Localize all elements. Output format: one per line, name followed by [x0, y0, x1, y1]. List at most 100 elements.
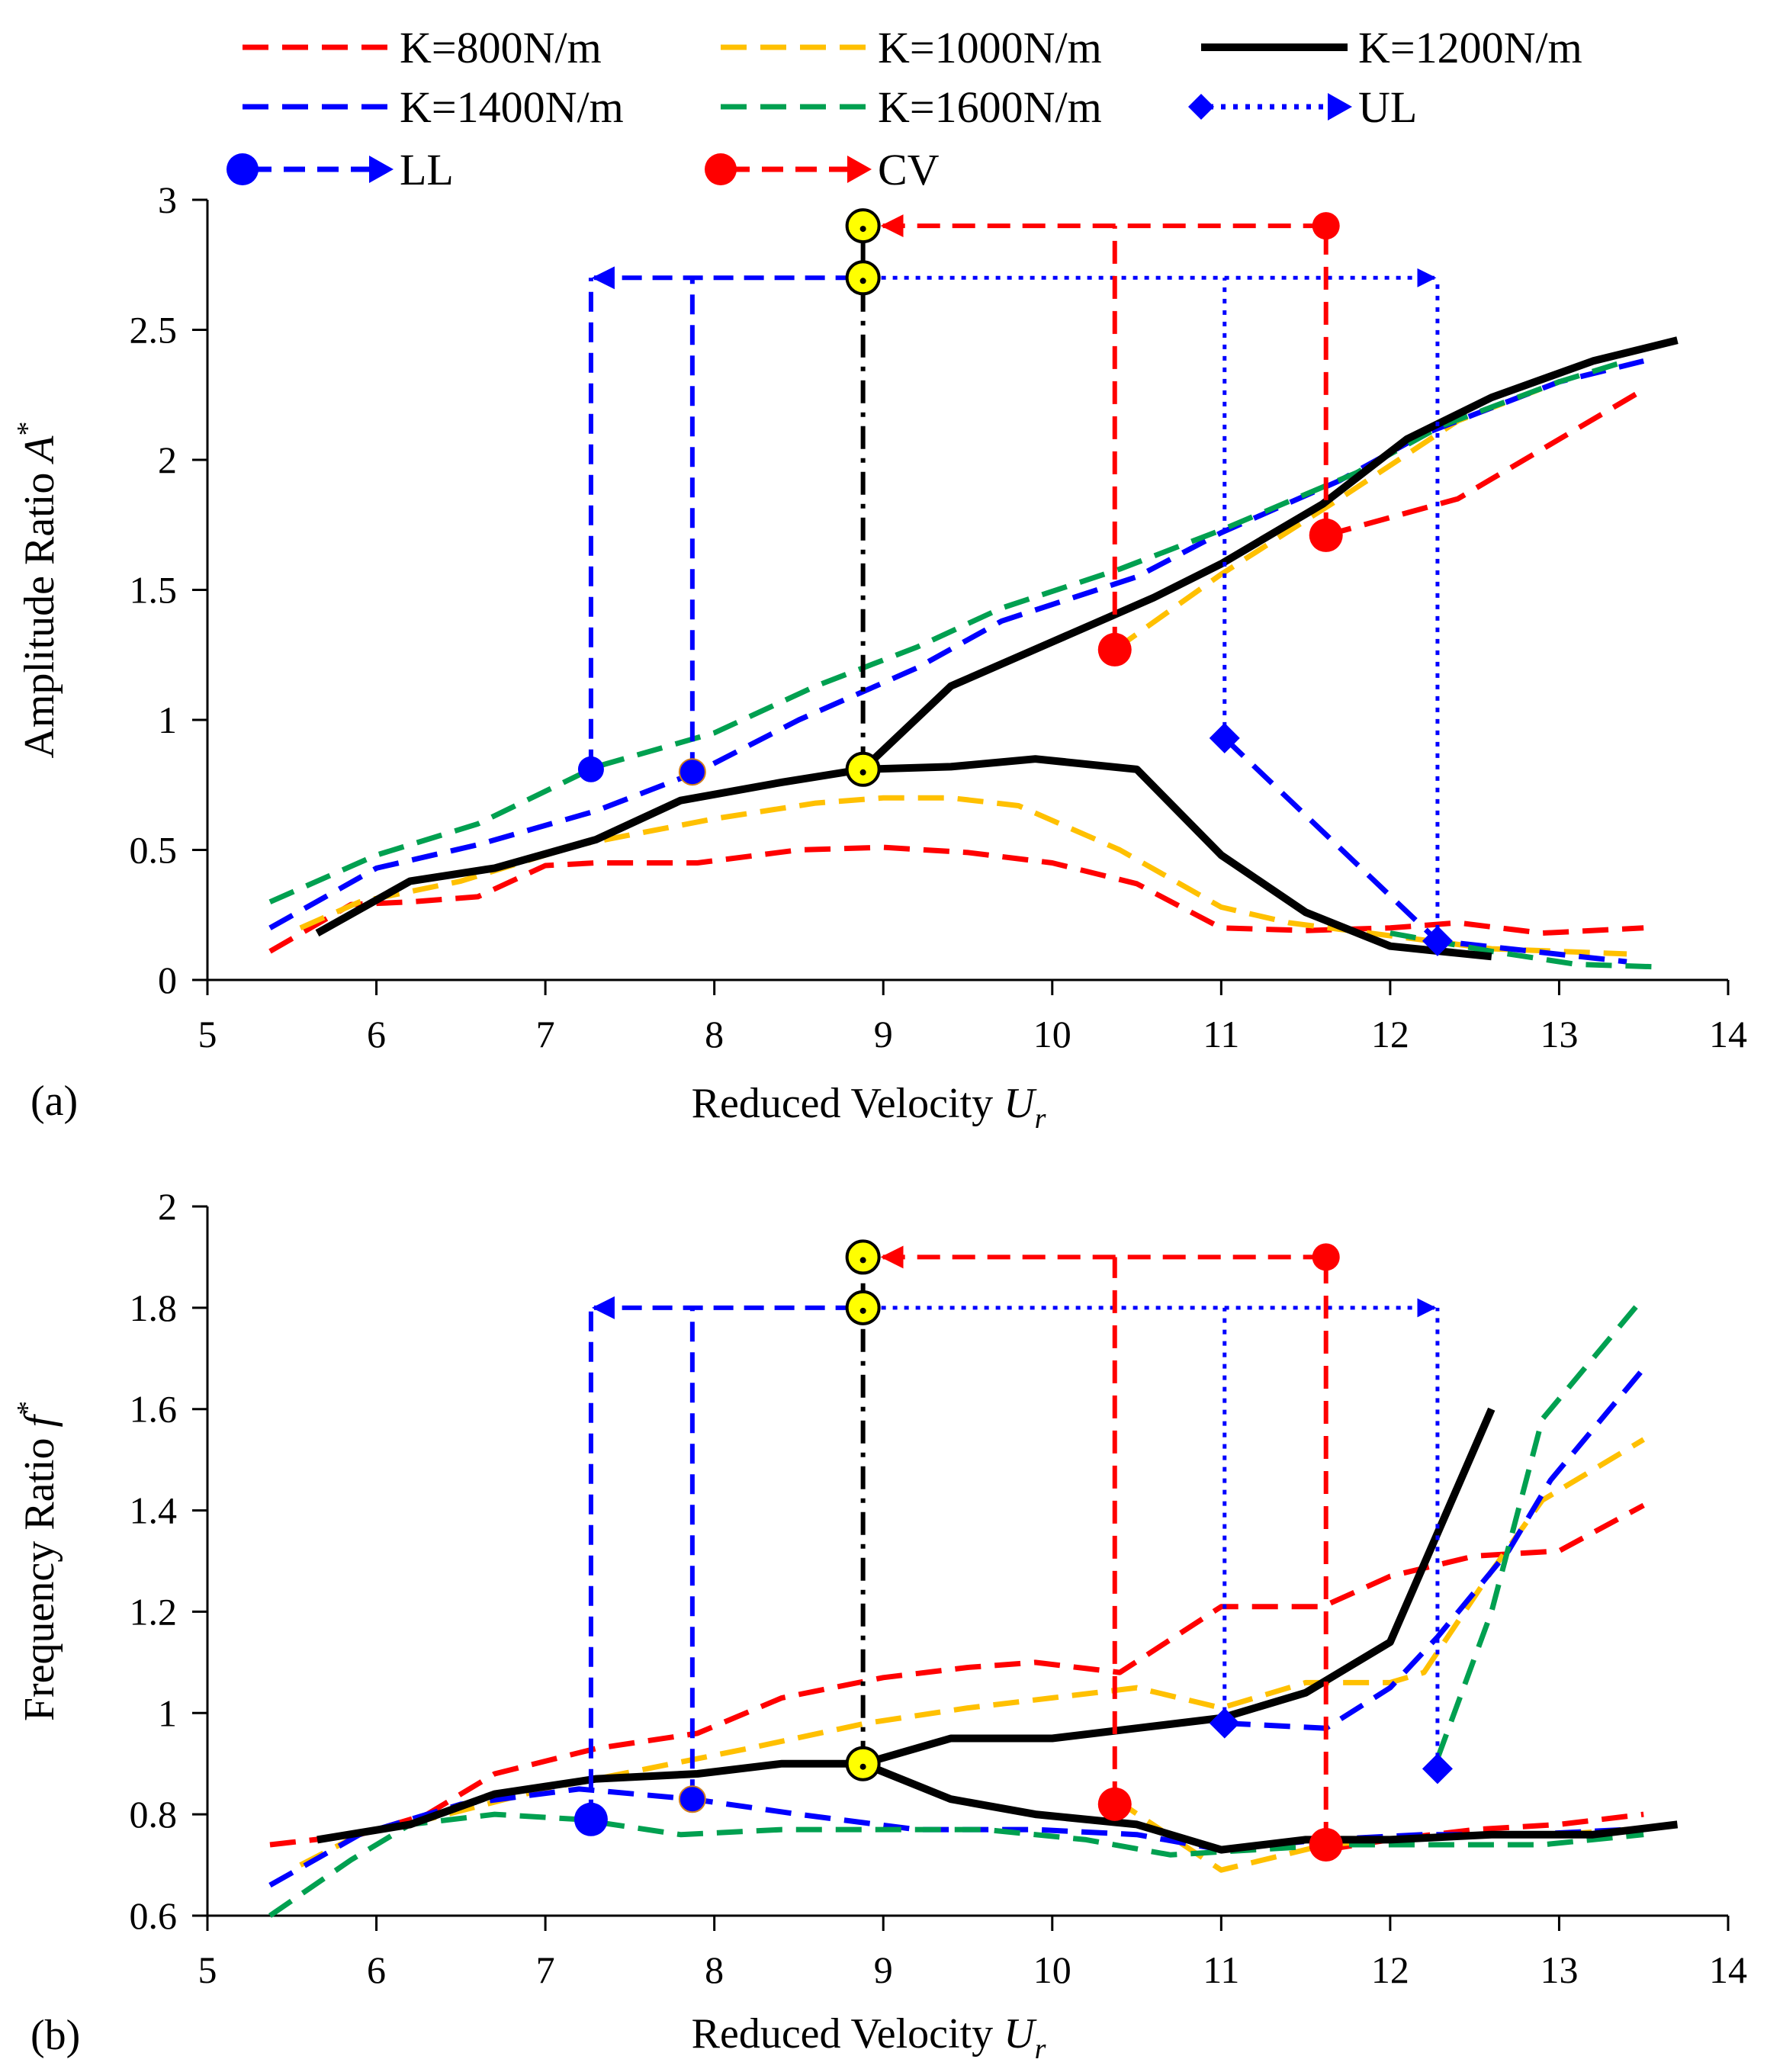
y-tick-label: 1.8: [130, 1287, 178, 1329]
y-tick-label: 1: [158, 699, 177, 741]
ul-marker: [1422, 1753, 1453, 1784]
legend-marker-ul-diamond: [1188, 94, 1214, 120]
series-k1200-branch-2: [860, 336, 1679, 773]
series-k1200-branch-2: [861, 1760, 1679, 1854]
yellow-marker-dot: [859, 278, 866, 284]
ul-marker: [1209, 722, 1240, 753]
x-tick-label: 14: [1709, 1013, 1747, 1055]
cv-marker: [1309, 1828, 1343, 1862]
hysteresis-annotations: [573, 1239, 1453, 1862]
legend-label-ll: LL: [400, 145, 454, 194]
ul-marker: [1209, 1707, 1240, 1739]
yellow-marker-dot: [859, 1307, 866, 1314]
x-tick-label: 5: [198, 1948, 217, 1991]
x-tick-label: 10: [1033, 1948, 1071, 1991]
ul-marker: [1422, 925, 1453, 956]
legend-marker-ll-circle: [226, 153, 259, 185]
legend-entry-k1400: K=1400N/m: [243, 82, 624, 132]
chart-panel-b: 5 6 7 8 9 10 11 12 13 14 0.6 0.8 1 1.2 1.4 1.6 1.8 2 Reduc…: [11, 1185, 1747, 2065]
y-tick-label: 2: [158, 438, 177, 481]
y-tick-label: 0.8: [130, 1793, 178, 1836]
y-tick-label: 2: [158, 1185, 177, 1228]
series-k1600-branch-1: [268, 358, 1628, 904]
x-tick-label: 8: [705, 1013, 724, 1055]
y-tick-label: 1.6: [130, 1388, 178, 1431]
legend: K=800N/m K=1000N/m K=1200N/m K=1400N/m K=160…: [226, 23, 1582, 194]
y-tick-label: 1.2: [130, 1590, 178, 1633]
yellow-marker-dot: [859, 226, 866, 233]
x-tick-label: 14: [1709, 1948, 1747, 1991]
x-axis-label: Reduced Velocity Ur: [692, 1080, 1046, 1135]
x-tick-label: 7: [536, 1013, 555, 1055]
legend-label-cv: CV: [878, 145, 940, 194]
x-tick-label: 7: [536, 1948, 555, 1991]
series-k1000-branch-2: [1113, 379, 1560, 652]
ll-marker: [577, 756, 604, 782]
x-tick-label: 9: [874, 1013, 893, 1055]
x-tick-label: 13: [1540, 1013, 1578, 1055]
x-tick-label: 9: [874, 1948, 893, 1991]
legend-marker-ll-arrow: [369, 156, 394, 183]
cv-marker: [1097, 1787, 1132, 1821]
legend-entry-k800: K=800N/m: [243, 23, 602, 72]
cv-top-marker: [1312, 212, 1340, 240]
legend-entry-k1600: K=1600N/m: [721, 82, 1102, 132]
x-tick-label: 8: [705, 1948, 724, 1991]
x-tick-label: 11: [1203, 1013, 1239, 1055]
ll-marker: [678, 758, 706, 786]
cv-marker: [1309, 518, 1343, 552]
legend-marker-ul-arrow: [1328, 93, 1352, 120]
legend-entry-ul: UL: [1188, 82, 1417, 132]
x-tick-label: 6: [367, 1948, 386, 1991]
legend-entry-ll: LL: [226, 145, 454, 194]
series-k800-branch-2: [1325, 387, 1645, 538]
y-tick-label: 1.5: [130, 569, 178, 612]
series-k1600-branch-1: [268, 1811, 1644, 1918]
legend-label-k1000: K=1000N/m: [878, 23, 1102, 72]
legend-entry-k1200: K=1200N/m: [1201, 23, 1582, 72]
x-tick-label: 13: [1540, 1948, 1578, 1991]
legend-entry-cv: CV: [705, 145, 940, 194]
hysteresis-annotations: [577, 208, 1453, 956]
legend-marker-cv-arrow: [847, 156, 872, 183]
x-tick-label: 6: [367, 1013, 386, 1055]
x-tick-label: 10: [1033, 1013, 1071, 1055]
chart-panel-a: 5 6 7 8 9 10 11 12 13 14 0 0.5 1 1.5 2 2.5 3 Reduced Velo…: [11, 178, 1747, 1135]
yellow-marker-dot: [859, 1257, 866, 1264]
yellow-marker-dot: [859, 1763, 866, 1770]
y-axis-label: Amplitude Ratio A*: [11, 421, 63, 758]
y-tick-label: 1.4: [130, 1489, 178, 1532]
panel-label: (b): [31, 2012, 80, 2059]
x-tick-label: 5: [198, 1013, 217, 1055]
y-tick-label: 0.5: [130, 829, 178, 872]
y-tick-label: 2.5: [130, 309, 178, 352]
series-k800-branch-1: [268, 844, 1644, 954]
x-tick-label: 12: [1371, 1013, 1409, 1055]
y-tick-label: 1: [158, 1691, 177, 1734]
panel-label: (a): [31, 1078, 78, 1125]
x-axis-label: Reduced Velocity Ur: [692, 2010, 1046, 2065]
legend-marker-cv-circle: [705, 153, 737, 185]
series-k1600-branch-2: [1434, 1296, 1646, 1760]
ll-marker: [573, 1802, 608, 1836]
cv-marker: [1097, 632, 1132, 667]
y-tick-label: 3: [158, 178, 177, 221]
x-tick-label: 11: [1203, 1948, 1239, 1991]
y-tick-label: 0.6: [130, 1894, 178, 1937]
legend-label-k1200: K=1200N/m: [1358, 23, 1582, 72]
legend-entry-k1000: K=1000N/m: [721, 23, 1102, 72]
series-k1200-branch-1: [315, 755, 1492, 961]
legend-label-k1600: K=1600N/m: [878, 82, 1102, 132]
legend-label-ul: UL: [1358, 82, 1417, 132]
legend-label-k1400: K=1400N/m: [400, 82, 624, 132]
legend-label-k800: K=800N/m: [400, 23, 602, 72]
y-tick-label: 0: [158, 959, 177, 1001]
cv-top-marker: [1312, 1243, 1340, 1271]
x-tick-label: 12: [1371, 1948, 1409, 1991]
yellow-marker-dot: [859, 769, 866, 776]
y-axis-label: Frequency Ratio f*: [11, 1401, 63, 1721]
series-k1200-branch-1: [316, 1407, 1496, 1844]
ll-marker: [678, 1785, 706, 1813]
